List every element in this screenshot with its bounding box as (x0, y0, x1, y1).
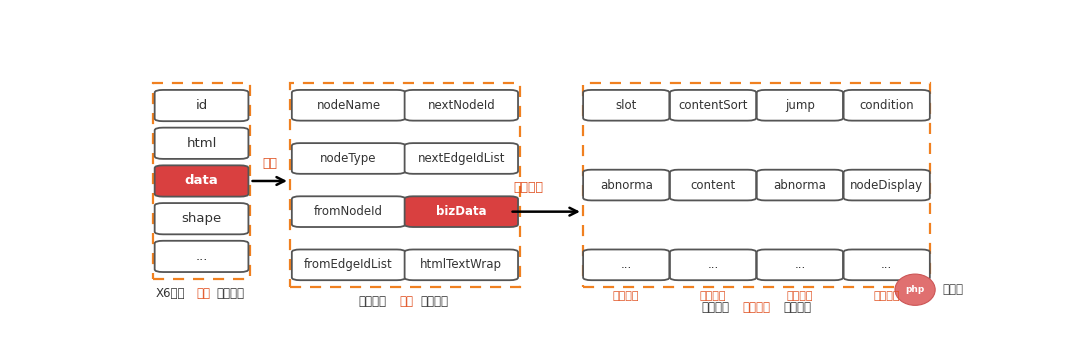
Text: nodeDisplay: nodeDisplay (850, 179, 923, 192)
FancyBboxPatch shape (292, 143, 405, 174)
FancyBboxPatch shape (405, 196, 518, 227)
Text: 数据模型: 数据模型 (420, 295, 448, 309)
Text: 通用: 通用 (400, 295, 414, 309)
Text: 填槽节点: 填槽节点 (613, 292, 639, 301)
Text: condition: condition (860, 99, 914, 112)
FancyBboxPatch shape (757, 250, 843, 280)
Text: htmlTextWrap: htmlTextWrap (420, 258, 502, 271)
FancyBboxPatch shape (843, 250, 930, 280)
Ellipse shape (895, 274, 935, 305)
Text: html: html (187, 137, 217, 150)
Text: 业务属性: 业务属性 (742, 301, 770, 314)
Text: 跳转节点: 跳转节点 (786, 292, 813, 301)
Text: ...: ... (794, 258, 806, 271)
Text: 数据模型: 数据模型 (217, 287, 245, 300)
Bar (289, 83, 521, 287)
Text: 回复节点: 回复节点 (700, 292, 727, 301)
Text: ...: ... (195, 250, 207, 263)
FancyBboxPatch shape (583, 170, 670, 201)
Text: fromEdgeIdList: fromEdgeIdList (305, 258, 393, 271)
FancyBboxPatch shape (292, 250, 405, 280)
FancyBboxPatch shape (292, 90, 405, 121)
FancyBboxPatch shape (583, 250, 670, 280)
Text: id: id (195, 99, 207, 112)
Text: content: content (690, 179, 735, 192)
Text: 数据模型: 数据模型 (783, 301, 811, 314)
Text: contentSort: contentSort (678, 99, 747, 112)
FancyBboxPatch shape (154, 128, 248, 159)
FancyBboxPatch shape (154, 165, 248, 197)
Text: abnorma: abnorma (599, 179, 652, 192)
FancyBboxPatch shape (670, 90, 756, 121)
FancyBboxPatch shape (154, 241, 248, 272)
FancyBboxPatch shape (154, 90, 248, 121)
FancyBboxPatch shape (154, 203, 248, 234)
FancyBboxPatch shape (292, 196, 405, 227)
Text: abnorma: abnorma (773, 179, 826, 192)
Text: slot: slot (616, 99, 637, 112)
Text: data: data (185, 174, 218, 187)
FancyBboxPatch shape (670, 170, 756, 201)
Text: 原始: 原始 (197, 287, 211, 300)
Bar (153, 83, 249, 279)
FancyBboxPatch shape (843, 90, 930, 121)
Text: fromNodeId: fromNodeId (314, 205, 383, 218)
Text: jump: jump (785, 99, 814, 112)
Text: 中文网: 中文网 (943, 283, 963, 296)
Text: bizData: bizData (436, 205, 487, 218)
FancyBboxPatch shape (405, 90, 518, 121)
FancyBboxPatch shape (405, 250, 518, 280)
FancyBboxPatch shape (405, 143, 518, 174)
FancyBboxPatch shape (757, 90, 843, 121)
Text: shape: shape (181, 212, 221, 225)
FancyBboxPatch shape (670, 250, 756, 280)
Text: 判断节点: 判断节点 (874, 292, 900, 301)
Bar (583, 83, 930, 287)
Text: 扩展: 扩展 (262, 157, 278, 170)
Text: nodeName: nodeName (316, 99, 380, 112)
FancyBboxPatch shape (843, 170, 930, 201)
Text: nextNodeId: nextNodeId (428, 99, 496, 112)
FancyBboxPatch shape (583, 90, 670, 121)
Text: 业务节点: 业务节点 (359, 295, 387, 309)
Text: 私有字段: 私有字段 (514, 181, 544, 194)
Text: php: php (905, 285, 924, 294)
Text: nextEdgeIdList: nextEdgeIdList (418, 152, 505, 165)
Text: ...: ... (707, 258, 718, 271)
Text: ...: ... (621, 258, 632, 271)
Text: X6节点: X6节点 (156, 287, 185, 300)
Text: 业务节点: 业务节点 (701, 301, 729, 314)
FancyBboxPatch shape (757, 170, 843, 201)
Text: nodeType: nodeType (321, 152, 377, 165)
Text: ...: ... (881, 258, 892, 271)
